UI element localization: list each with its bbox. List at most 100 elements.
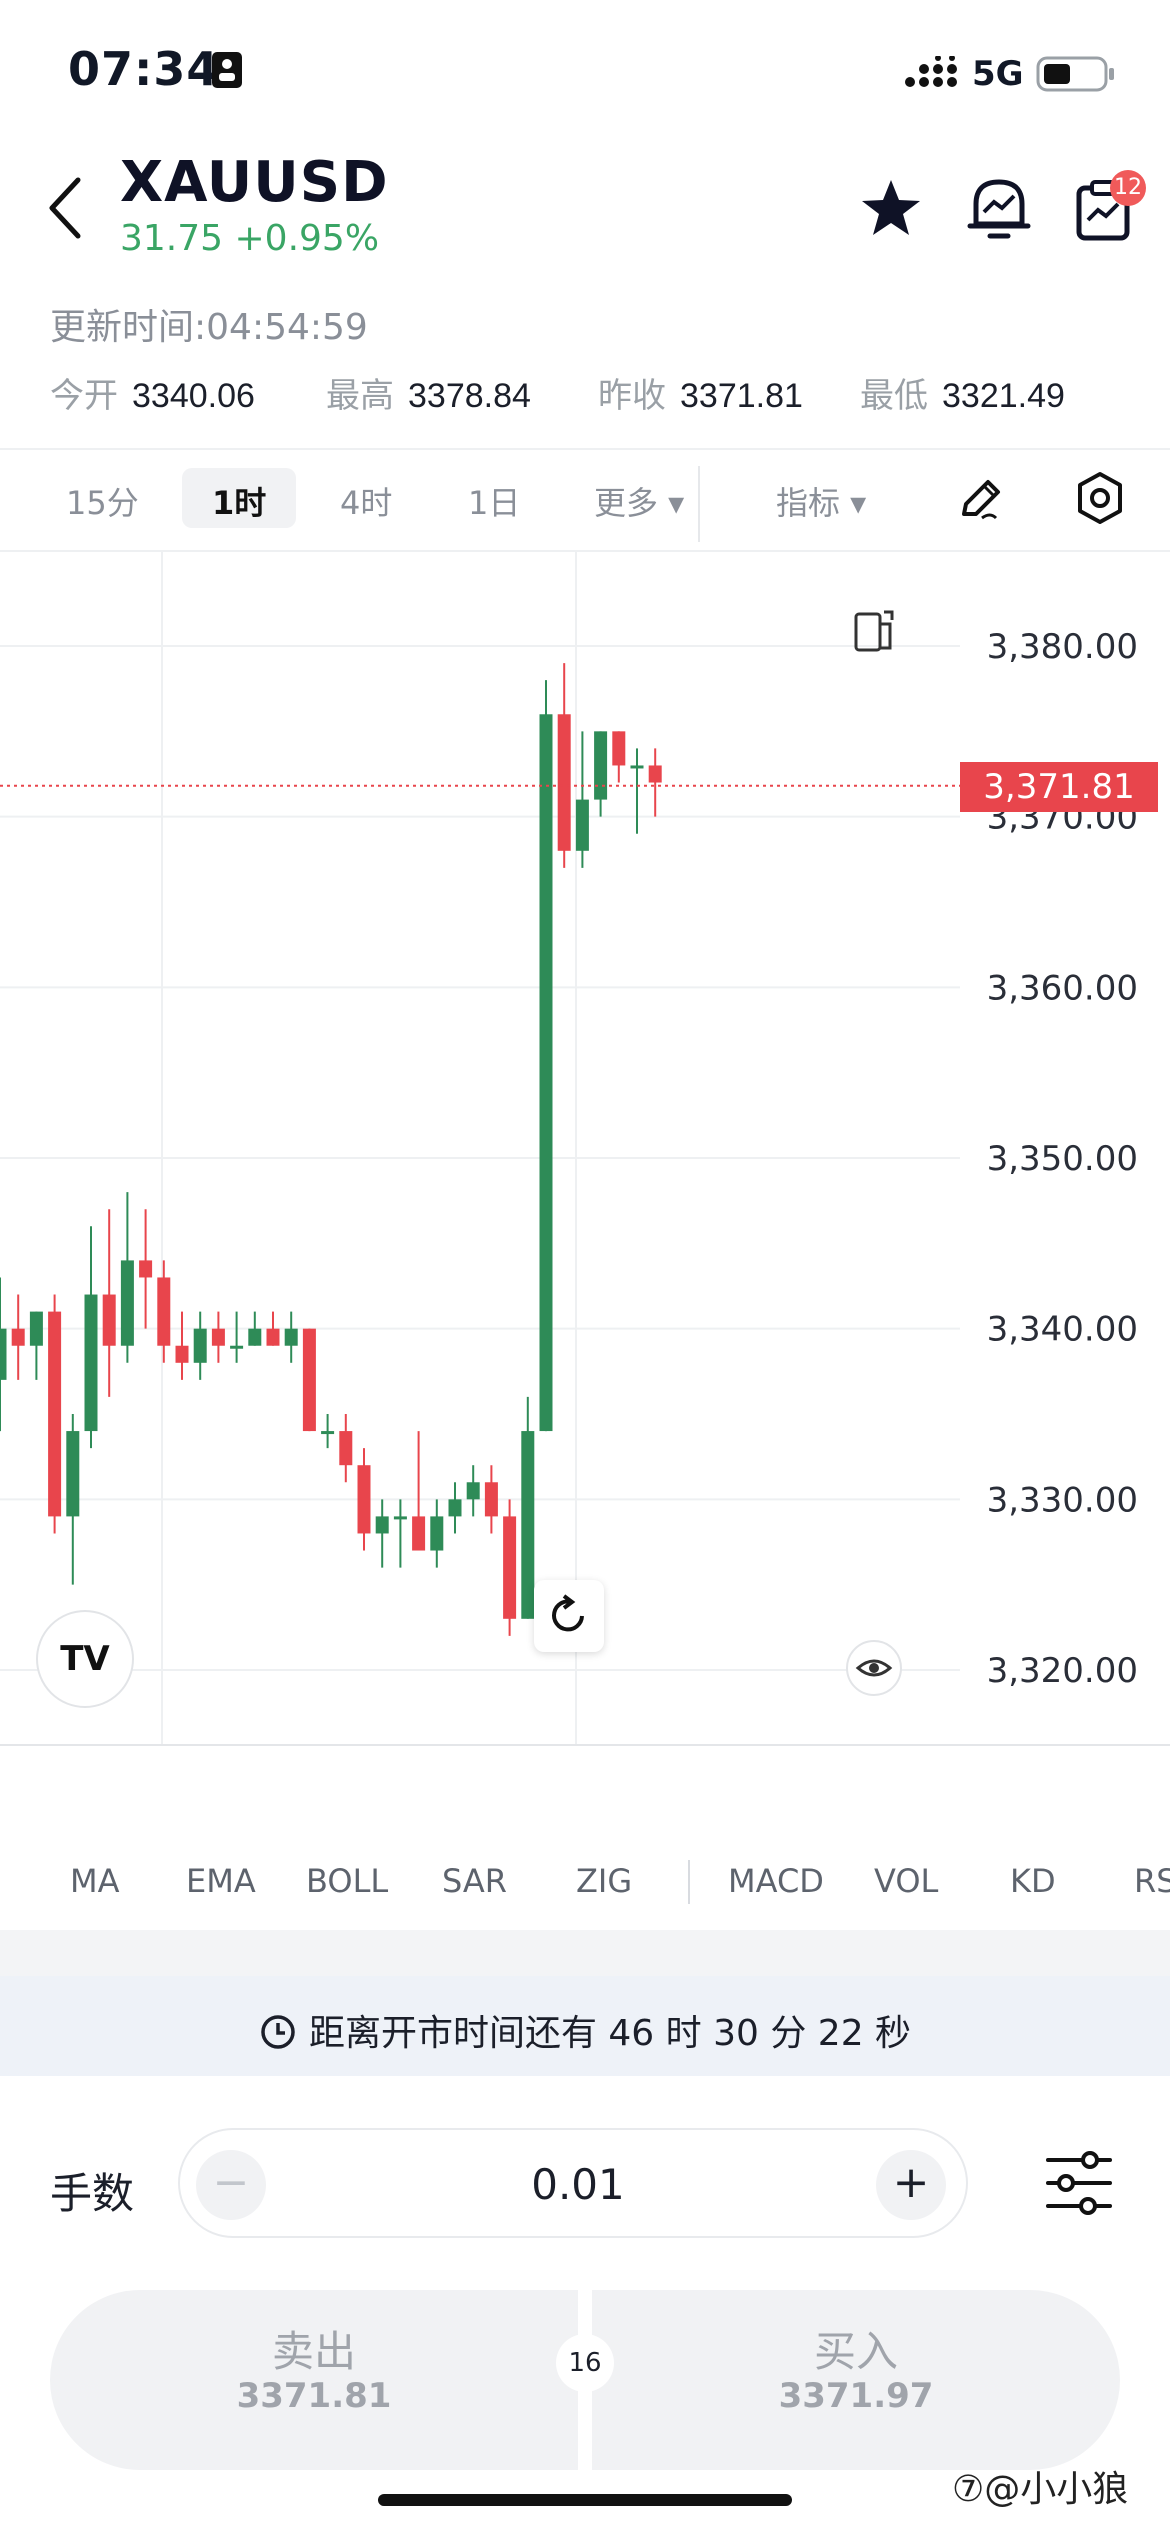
order-settings-sliders-icon[interactable] (1044, 2150, 1114, 2216)
candle-body (466, 1482, 480, 1500)
buy-button[interactable]: 买入 3371.97 (592, 2290, 1120, 2470)
candle-body (230, 1345, 244, 1349)
price-stats: 今开 3340.06 最高 3378.84 昨收 3371.81 最低 3321.49 (0, 368, 1170, 418)
candle-body (412, 1516, 426, 1551)
sell-label: 卖出 (271, 2327, 356, 2376)
indicator-macd[interactable]: MACD (728, 1862, 824, 1900)
symbol-title: XAUUSD (120, 150, 389, 215)
buy-price: 3371.97 (778, 2376, 934, 2416)
y-tick-label: 3,320.00 (987, 1651, 1138, 1691)
indicator-zig[interactable]: ZIG (576, 1862, 633, 1900)
section-gap (0, 1930, 1170, 1976)
update-time: 更新时间:04:54:59 (50, 307, 368, 348)
draw-pencil-icon[interactable] (956, 474, 1006, 524)
candle-body (139, 1260, 153, 1278)
candle-body (66, 1431, 80, 1517)
reset-chart-button[interactable] (534, 1580, 604, 1652)
indicator-rs[interactable]: RS (1134, 1862, 1170, 1900)
indicator-boll[interactable]: BOLL (306, 1862, 389, 1900)
candle-body (375, 1516, 389, 1534)
stat-value: 3378.84 (408, 377, 531, 415)
candle-body (211, 1328, 225, 1346)
candle-body (612, 731, 626, 766)
lots-value[interactable]: 0.01 (531, 2160, 625, 2209)
sell-price: 3371.81 (236, 2376, 392, 2416)
candle-body (630, 765, 644, 769)
candle-body (594, 731, 608, 800)
current-price-tag: 3,371.81 (960, 762, 1158, 812)
tab-4h[interactable]: 4时 (340, 484, 393, 522)
candle-body (84, 1294, 98, 1432)
y-tick-label: 3,340.00 (987, 1310, 1138, 1350)
countdown-text: 距离开市时间还有 46 时 30 分 22 秒 (308, 2013, 912, 2054)
indicator-ma[interactable]: MA (70, 1862, 120, 1900)
lots-stepper (178, 2128, 968, 2238)
market-countdown: 距离开市时间还有 46 时 30 分 22 秒 (0, 2004, 1170, 2056)
y-tick-label: 3,360.00 (987, 968, 1138, 1008)
eye-icon (855, 1659, 893, 1677)
star-icon[interactable] (858, 176, 924, 240)
candle-body (357, 1465, 371, 1534)
price-change: 31.75 +0.95% (120, 218, 380, 259)
candle-body (11, 1328, 25, 1346)
candle-body (557, 714, 571, 851)
candle-body (648, 765, 662, 783)
tradingview-logo[interactable]: TV (36, 1610, 134, 1708)
buy-label: 买入 (813, 2327, 898, 2376)
id-card-icon (212, 52, 242, 88)
indicator-sar[interactable]: SAR (442, 1862, 508, 1900)
battery-icon (1036, 56, 1114, 92)
candle-body (430, 1516, 444, 1551)
candle-body (284, 1328, 298, 1346)
candle-body (266, 1328, 280, 1346)
tab-more[interactable]: 更多 ▾ (594, 484, 685, 522)
candle-body (484, 1482, 498, 1517)
lots-label: 手数 (50, 2169, 135, 2218)
candle-body (175, 1345, 189, 1363)
watermark: ⑦@小小狼 (952, 2469, 1129, 2510)
y-tick-label: 3,330.00 (987, 1480, 1138, 1520)
indicator-kd[interactable]: KD (1010, 1862, 1056, 1900)
candle-body (29, 1311, 43, 1346)
candle-body (448, 1499, 462, 1517)
fullscreen-icon[interactable] (852, 608, 896, 656)
spread-badge: 16 (556, 2334, 614, 2392)
candle-body (503, 1516, 517, 1619)
tab-1d[interactable]: 1日 (468, 484, 521, 522)
back-icon[interactable] (46, 176, 86, 240)
candle-body (302, 1328, 316, 1432)
tab-15m[interactable]: 15分 (66, 484, 139, 522)
stat-value: 3340.06 (132, 377, 255, 415)
stat-prev-close: 昨收 3371.81 (598, 368, 803, 417)
stat-label: 最高 (326, 376, 394, 416)
status-time: 07:34 (68, 42, 220, 96)
lots-decrease-button[interactable]: − (196, 2150, 266, 2220)
clock-icon (261, 2015, 295, 2049)
stat-open: 今开 3340.06 (50, 368, 255, 417)
sell-button[interactable]: 卖出 3371.81 (50, 2290, 578, 2470)
candle-body (339, 1431, 353, 1466)
indicator-vol[interactable]: VOL (874, 1862, 939, 1900)
candle-body (102, 1294, 116, 1346)
orders-clipboard-icon[interactable] (1074, 178, 1134, 242)
candle-body (120, 1260, 134, 1346)
tab-1h[interactable]: 1时 (212, 484, 267, 522)
candle-body (48, 1311, 62, 1517)
visibility-button[interactable] (846, 1640, 902, 1696)
settings-gear-icon[interactable] (1074, 470, 1126, 526)
y-tick-label: 3,350.00 (987, 1139, 1138, 1179)
price-chart[interactable]: 3,380.003,370.003,360.003,350.003,340.00… (0, 550, 1170, 1750)
candle-body (193, 1328, 207, 1363)
candle-body (157, 1277, 171, 1346)
candle-body (248, 1328, 262, 1346)
candle-body (0, 1328, 7, 1380)
stat-label: 最低 (860, 376, 928, 416)
stat-label: 今开 (50, 376, 118, 416)
home-indicator (378, 2494, 792, 2506)
network-type: 5G (972, 54, 1024, 94)
indicator-ema[interactable]: EMA (186, 1862, 256, 1900)
timeframe-bar (0, 448, 1170, 552)
alert-bell-icon[interactable] (966, 174, 1032, 244)
indicator-menu[interactable]: 指标 ▾ (776, 484, 867, 522)
lots-increase-button[interactable]: + (876, 2150, 946, 2220)
